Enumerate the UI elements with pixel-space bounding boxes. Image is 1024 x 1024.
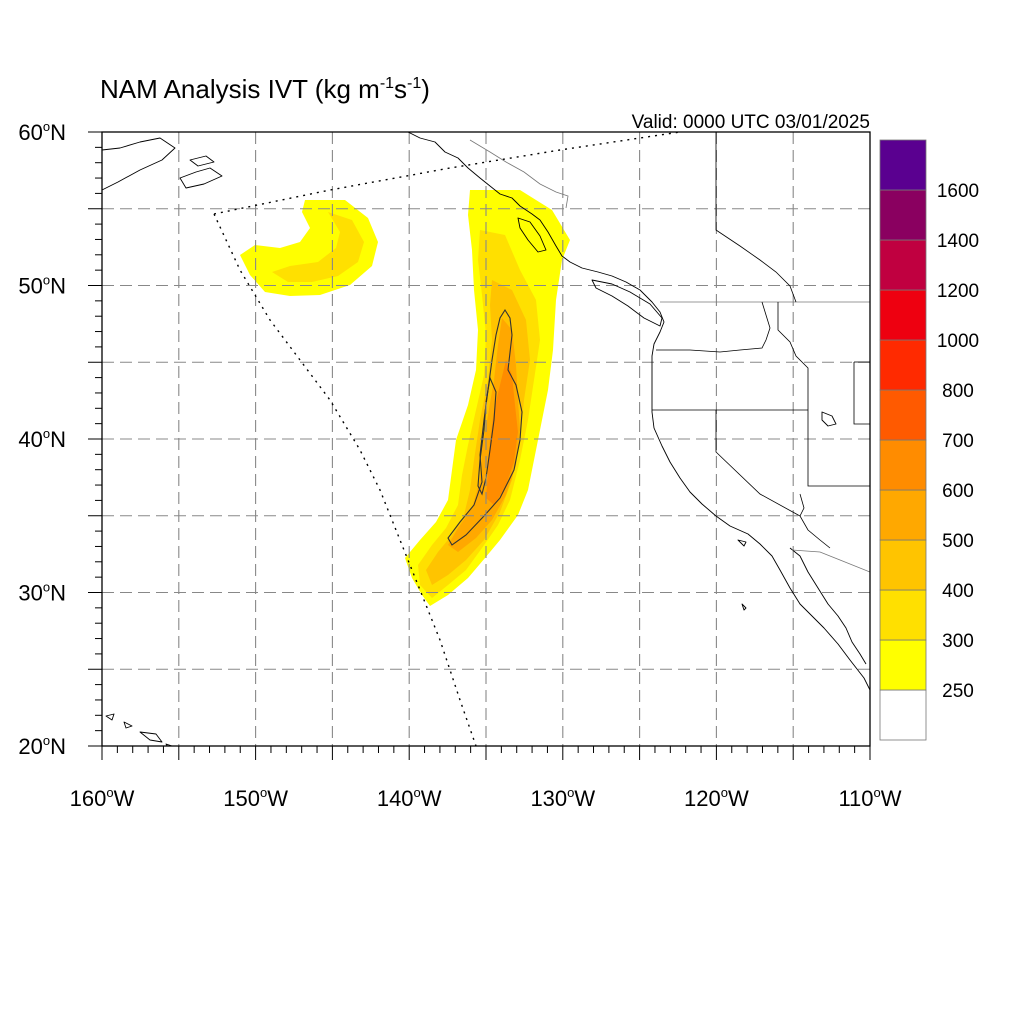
longitude-labels: 160oW 150oW 140oW 130oW 120oW 110oW [70,785,902,811]
lon-tick-label: 160oW [70,785,135,811]
figure-title: NAM Analysis IVT (kg m-1s-1) [100,74,430,104]
ivt-contour-700 [477,376,497,496]
ivt-shade-gulf-inner [272,212,364,282]
lat-tick-label: 30oN [18,580,66,606]
haida-gwaii [517,217,547,253]
mt-id-border [853,362,870,425]
lat-tick-label: 50oN [18,273,66,299]
colorbar-swatch [879,189,927,241]
id-border [777,302,809,410]
coastline-baja [789,547,867,665]
colorbar-swatch [879,139,927,191]
colorbar-level-label: 400 [942,581,974,602]
lat-tick-label: 20oN [18,733,66,759]
colorbar-level-label: 1000 [937,331,979,352]
lon-tick-label: 110oW [838,785,901,811]
colorbar-level-label: 250 [942,681,974,702]
political-borders [469,132,870,573]
lon-tick-label: 120oW [684,785,749,811]
wa-or-border [656,301,771,353]
colorbar-level-label: 1600 [937,181,979,202]
colorbar-level-label: 300 [942,631,974,652]
alaska-border [469,139,569,209]
great-salt-lake [821,411,837,427]
map-plot-area [102,132,870,746]
colorbar-swatch [879,489,927,541]
colorbar-swatch [879,439,927,491]
map-gridlines [102,132,870,746]
lon-tick-label: 150oW [223,785,288,811]
nv-ut-border [807,410,870,487]
colorbar-level-label: 800 [942,381,974,402]
ivt-shading [240,190,570,606]
bc-alberta-border [715,132,797,303]
latitude-labels: 60oN 50oN 40oN 30oN 20oN [18,119,66,759]
ivt-shade-600 [486,360,518,505]
colorbar-swatch [879,389,927,441]
colorbar-level-label: 500 [942,531,974,552]
colorbar-level-label: 1200 [937,281,979,302]
lon-tick-label: 140oW [377,785,442,811]
lon-tick-label: 130oW [530,785,595,811]
colorbar-swatch [879,539,927,591]
valid-time-label: Valid: 0000 UTC 03/01/2025 [632,112,870,133]
colorbar-level-label: 700 [942,431,974,452]
colorbar-swatch [879,589,927,641]
channel-islands [737,539,747,611]
colorbar-swatch [879,639,927,691]
coastlines [102,132,870,746]
lat-tick-label: 40oN [18,426,66,452]
coastline-gulf-alaska-islands [179,155,223,189]
hawaii-islands [105,713,174,746]
colorbar-swatch [879,239,927,291]
colorbar-swatch [879,339,927,391]
colorbar: 250 300 400 500 600 700 800 1000 1200 1400 1600 [879,139,979,741]
az-border [799,493,831,549]
axis-ticks [88,131,871,760]
colorbar-level-label: 1400 [937,231,979,252]
mexico-border [791,549,870,573]
colorbar-level-label: 600 [942,481,974,502]
nam-domain-boundary [213,132,681,746]
vancouver-island [591,279,663,327]
lat-tick-label: 60oN [18,119,66,145]
colorbar-swatch [879,289,927,341]
ca-nv-border [715,410,801,517]
coastline-alaska-bc [102,132,870,691]
colorbar-swatch [879,689,927,741]
